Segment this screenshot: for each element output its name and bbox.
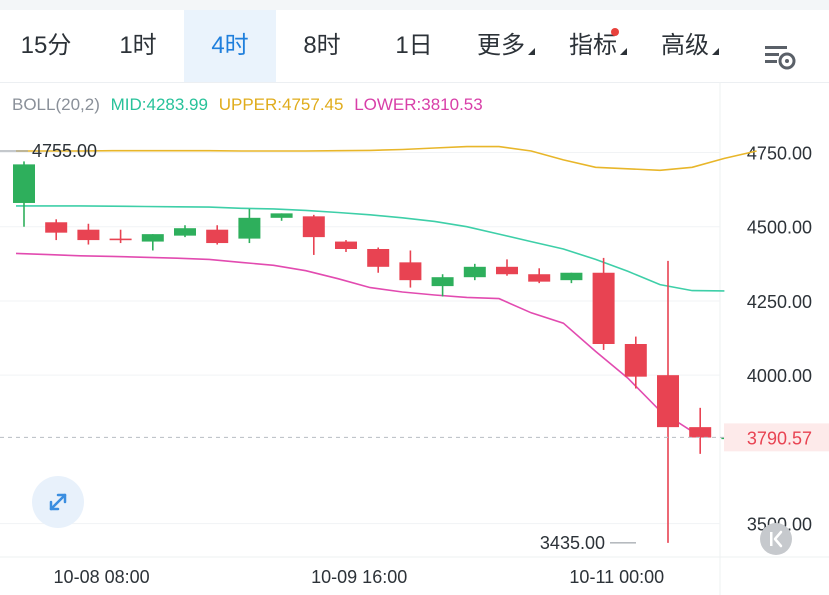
notification-dot-icon — [611, 28, 619, 36]
candle-body — [109, 238, 132, 241]
candle-body — [367, 248, 390, 267]
tab-label: 8时 — [303, 32, 341, 59]
tab-1h[interactable]: 1时 — [92, 10, 184, 82]
boll-legend: BOLL(20,2) MID:4283.99 UPPER:4757.45 LOW… — [12, 95, 489, 115]
tab-label: 1日 — [395, 32, 433, 59]
chart-settings-icon[interactable] — [763, 42, 799, 72]
candle-body — [592, 272, 615, 345]
tab-1d[interactable]: 1日 — [368, 10, 460, 82]
tab-label: 4时 — [211, 32, 249, 59]
boll-upper-line — [16, 145, 757, 172]
candle-body — [141, 234, 164, 242]
x-tick-label: 10-08 08:00 — [54, 567, 150, 587]
x-tick-label: 10-11 00:00 — [569, 567, 664, 587]
tab-advanced[interactable]: 高级 — [644, 10, 736, 82]
candle-body — [528, 274, 551, 282]
tab-label: 1时 — [119, 32, 157, 59]
candle-body — [624, 344, 647, 377]
candle-body — [560, 272, 583, 281]
candle-body — [399, 262, 422, 281]
current-price-label: 3790.57 — [747, 428, 812, 448]
candle-body — [496, 266, 518, 275]
candle-body — [206, 229, 229, 244]
candle-body — [174, 228, 196, 236]
y-tick-label: 4750.00 — [747, 144, 812, 164]
jump-to-latest-icon — [770, 530, 783, 548]
status-strip — [0, 0, 829, 10]
tab-8h[interactable]: 8时 — [276, 10, 368, 82]
y-tick-label: 4000.00 — [747, 366, 812, 386]
tab-label: 指标 — [569, 32, 617, 59]
candle-body — [302, 216, 325, 238]
tab-indicators[interactable]: 指标 — [552, 10, 644, 82]
caret-down-icon — [528, 48, 535, 55]
candle-body — [657, 375, 679, 428]
candle-body — [463, 266, 486, 278]
tab-label: 更多 — [477, 32, 525, 59]
boll-lower-line — [15, 252, 693, 433]
candle-body — [45, 222, 68, 233]
expand-arrows-icon — [49, 493, 67, 511]
current-price-tag — [724, 423, 829, 452]
high-marker-label: 4755.00 — [32, 141, 97, 161]
caret-down-icon — [712, 48, 719, 55]
caret-down-icon — [620, 48, 627, 55]
candle-body — [77, 229, 100, 241]
timeframe-tabs: 15分 1时 4时 8时 1日 更多 指标 高级 — [0, 10, 829, 83]
candle-body — [431, 277, 454, 287]
tab-label: 15分 — [20, 32, 72, 59]
jump-to-latest-button[interactable] — [760, 523, 792, 555]
tab-more[interactable]: 更多 — [460, 10, 552, 82]
tab-label: 高级 — [661, 32, 709, 59]
boll-mid: MID:4283.99 — [110, 95, 208, 114]
expand-chart-button[interactable] — [32, 476, 84, 528]
x-tick-label: 10-09 16:00 — [311, 567, 407, 587]
boll-lower: LOWER:3810.53 — [354, 95, 483, 114]
candle-body — [335, 241, 357, 249]
boll-mid-line — [16, 205, 725, 292]
candle-body — [270, 213, 293, 218]
candle-body — [238, 217, 261, 239]
boll-upper: UPPER:4757.45 — [218, 95, 344, 114]
boll-name: BOLL(20,2) — [12, 95, 100, 114]
candlestick-chart[interactable]: 4750.004500.004250.004000.003500.0010-08… — [0, 82, 829, 595]
candle-body — [13, 164, 35, 203]
y-tick-label: 4500.00 — [747, 218, 812, 238]
low-marker-label: 3435.00 — [540, 533, 605, 553]
tab-15m[interactable]: 15分 — [0, 10, 92, 82]
tab-4h[interactable]: 4时 — [184, 10, 276, 82]
y-tick-label: 4250.00 — [747, 292, 812, 312]
candle-body — [689, 427, 712, 438]
